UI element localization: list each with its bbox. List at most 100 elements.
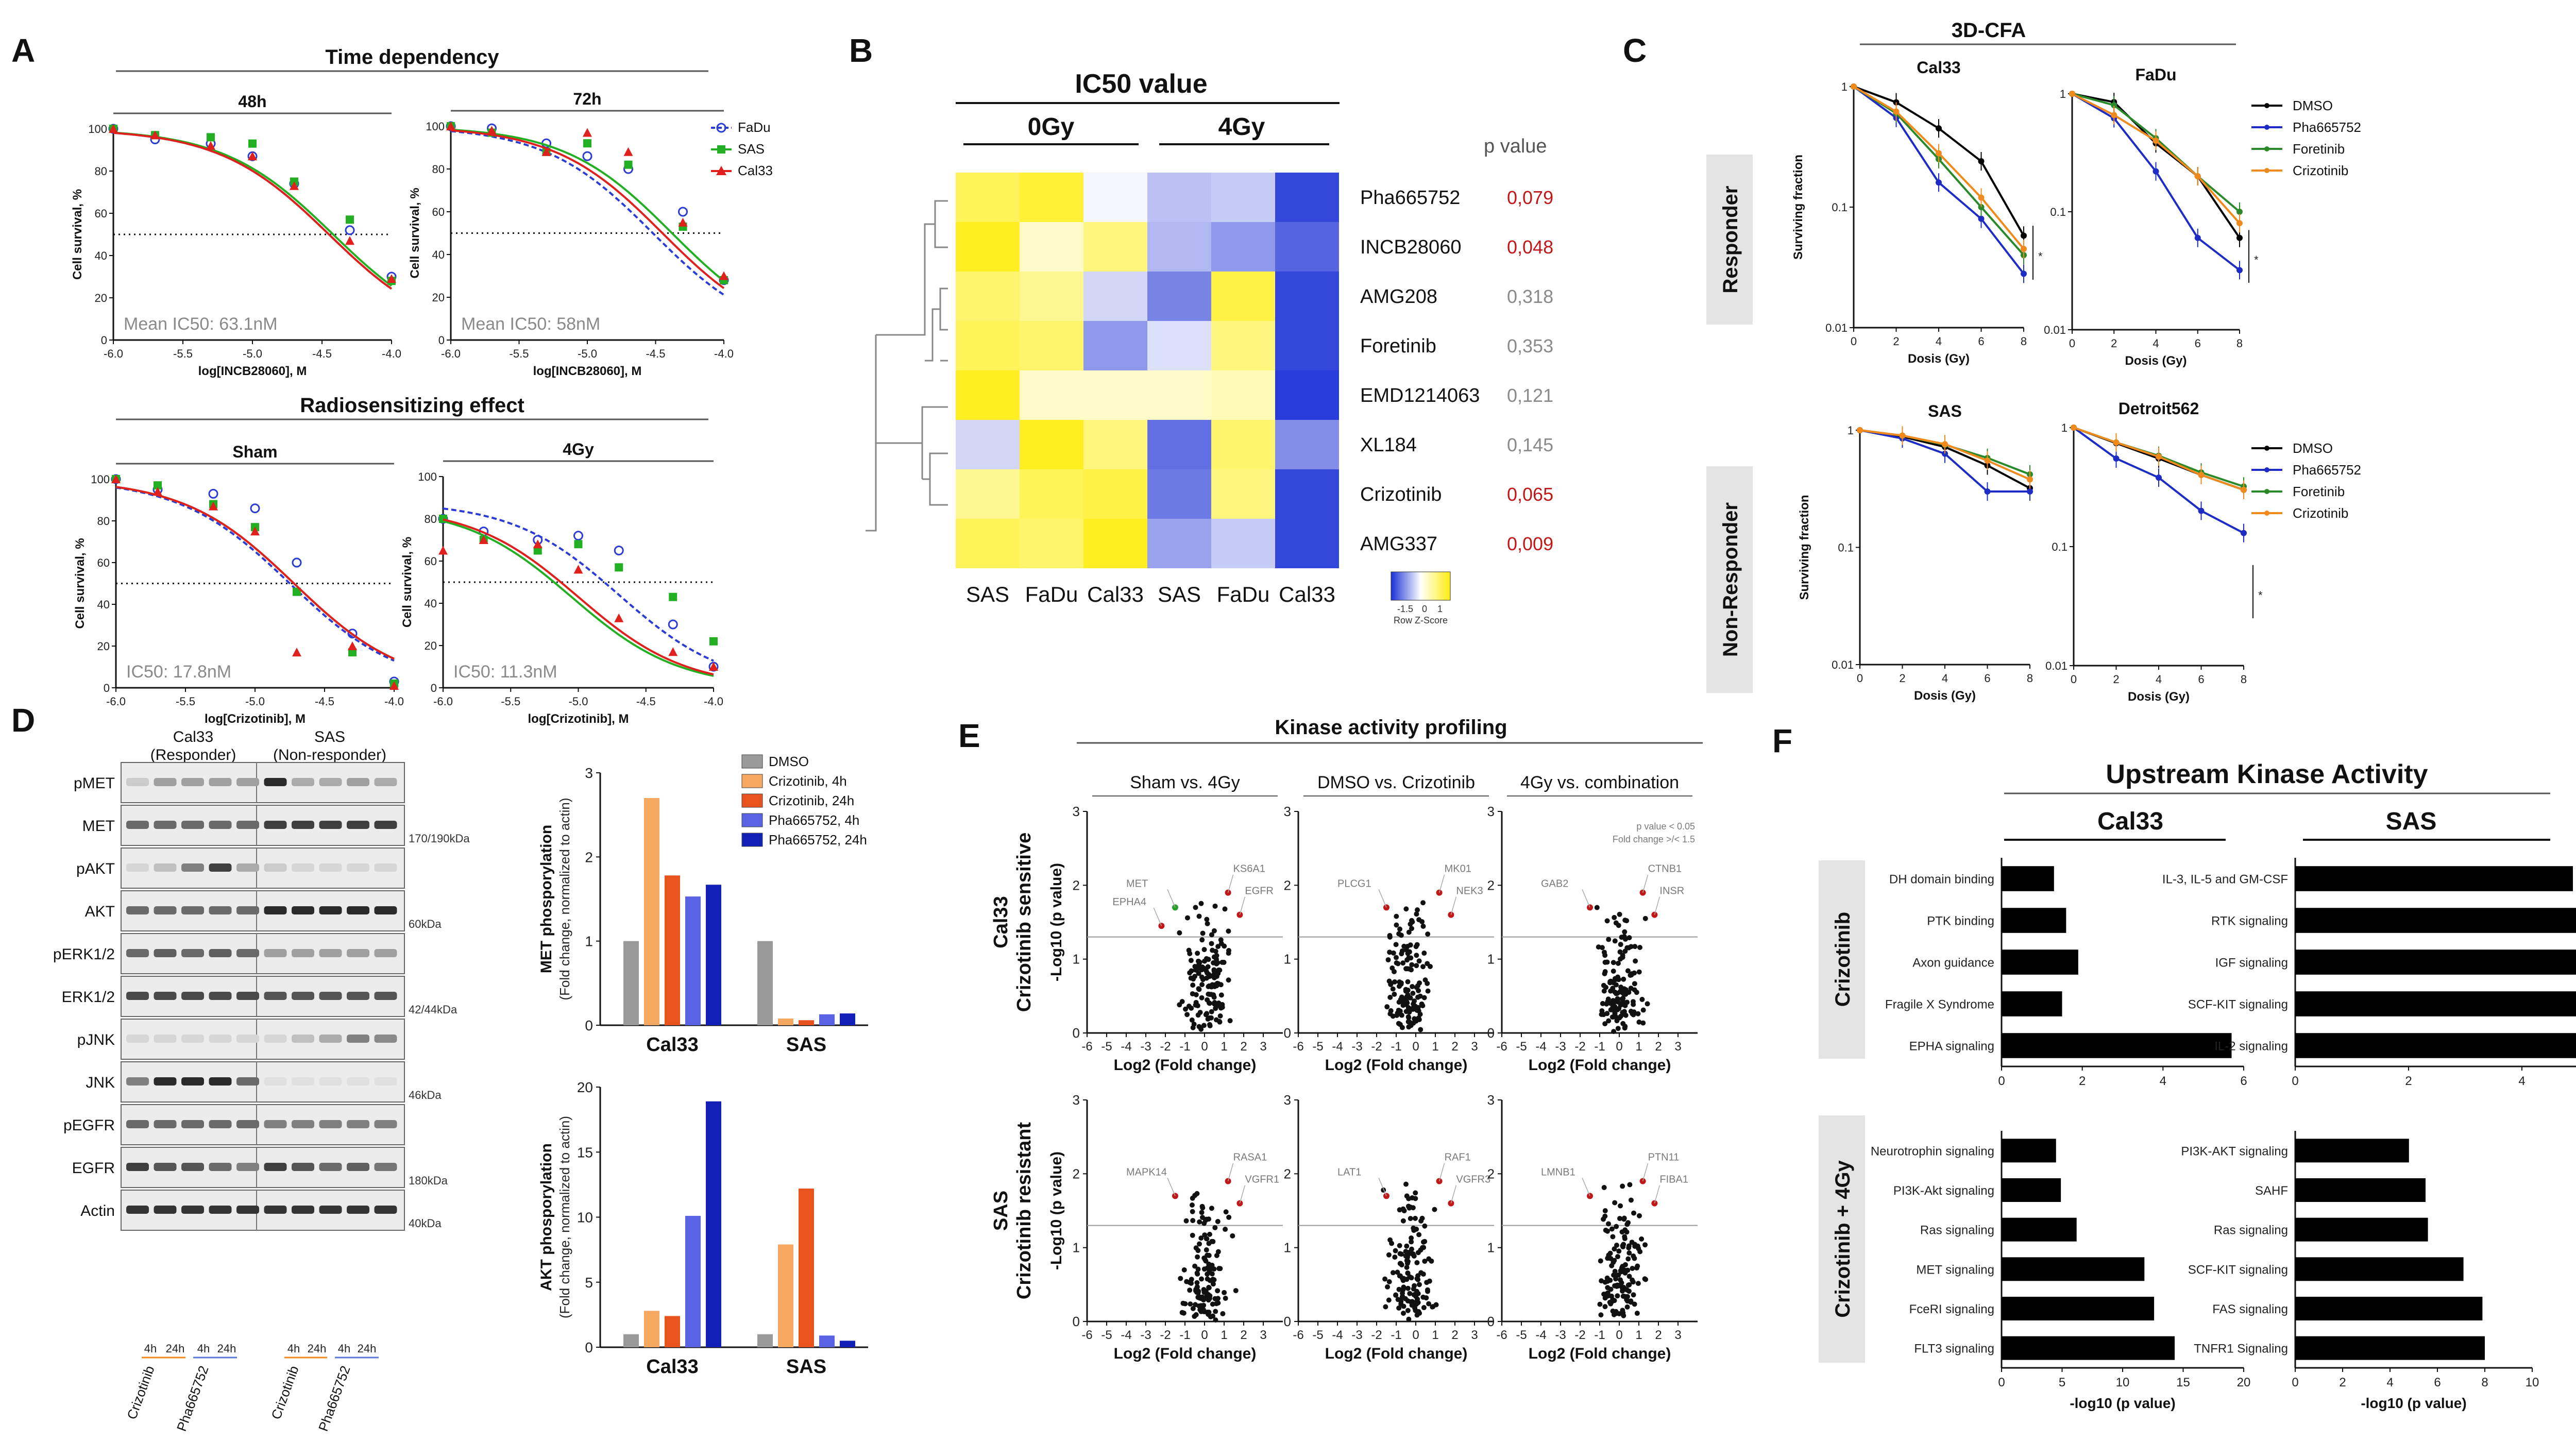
x-tick-label: 0 <box>1851 335 1857 348</box>
heatmap-cell <box>1275 469 1339 519</box>
x-tick-label: -2 <box>1371 1328 1382 1342</box>
volcano-point <box>1209 1009 1214 1014</box>
volcano-point <box>1621 1009 1627 1014</box>
panel-b: IC50 value 0Gy 4Gy p value Pha665752 0,07… <box>866 69 1553 625</box>
annotation-nek3: NEK3 <box>1456 886 1483 897</box>
subplot-title: 48h <box>238 92 266 111</box>
threshold-note-2: Fold change >/< 1.5 <box>1613 834 1695 844</box>
blot-band <box>374 821 397 829</box>
sas-point <box>346 215 354 224</box>
x-tick-label: 2 <box>1899 672 1905 685</box>
volcano-point <box>1190 1218 1196 1224</box>
bar-sas <box>819 1014 835 1025</box>
volcano-point <box>1197 1241 1202 1247</box>
y-tick-label: 1 <box>1284 952 1291 967</box>
volcano-point <box>1196 913 1202 919</box>
x-tick-label: 0 <box>2069 337 2075 350</box>
volcano-point <box>1632 944 1638 950</box>
volcano-point <box>1645 1001 1650 1007</box>
blot-band <box>319 1120 342 1128</box>
volcano-point <box>1622 1270 1628 1276</box>
blot-band <box>319 863 342 872</box>
volcano-point <box>1622 929 1628 935</box>
x-axis-label: log[INCB28060], M <box>533 364 642 378</box>
lane-treatment-label: Pha665752 <box>315 1364 353 1433</box>
volcano-point <box>1612 914 1617 920</box>
phospho-bar-chart-2: 0 5 10 15 20 AKT phosporylation (Fold change, … <box>538 1079 868 1378</box>
legend-cal33: Cal33 <box>738 163 773 178</box>
volcano-point <box>1198 901 1204 906</box>
volcano-point <box>1421 1305 1427 1311</box>
volcano-point <box>1201 1255 1207 1261</box>
volcano-point <box>1187 1287 1193 1293</box>
heatmap-cell <box>956 469 1020 519</box>
annotation-leader <box>1450 896 1457 915</box>
volcano-point <box>1206 991 1211 997</box>
volcano-point <box>1636 969 1642 975</box>
key-tick-3: 1 <box>1437 604 1443 614</box>
panel-f: Upstream Kinase Activity Cal33 SAS Crizo… <box>1819 759 2576 1411</box>
volcano-point <box>1425 961 1430 967</box>
annotation-leader <box>1582 889 1590 908</box>
volcano-point <box>1409 967 1414 973</box>
x-tick-label: -5.0 <box>578 347 597 360</box>
cal33-point <box>623 147 633 156</box>
blot-band <box>264 1035 287 1043</box>
x-tick-label: -5 <box>1312 1040 1323 1054</box>
volcano-point <box>1223 1227 1228 1232</box>
heatmap-cell <box>956 321 1020 370</box>
volcano-point <box>1215 1288 1221 1294</box>
x-tick-label: 0 <box>1616 1328 1622 1342</box>
x-tick-label: 6 <box>2195 337 2201 350</box>
group-0gy: 0Gy <box>1028 113 1075 141</box>
volcano-point <box>1394 1012 1400 1018</box>
y-tick-label: 0 <box>431 682 437 694</box>
cal33-point <box>719 271 728 280</box>
volcano-point <box>1622 918 1628 923</box>
volcano-point <box>1416 958 1422 964</box>
pathway-bar-chart-2: 0 2 4 6 IL-3, IL-5 and GM-CSF RTK signaling IG… <box>2162 858 2576 1088</box>
volcano-point <box>1212 999 1217 1005</box>
x-tick-label: -1 <box>1179 1040 1190 1054</box>
volcano-point <box>1422 1223 1428 1229</box>
y-tick-label: 0 <box>1073 1314 1080 1329</box>
blot-band <box>264 1077 287 1086</box>
blot-band <box>181 1163 204 1171</box>
volcano-point <box>1195 951 1200 956</box>
volcano-point <box>1215 981 1221 987</box>
legend-dmso: DMSO <box>2293 440 2333 456</box>
bar-sas <box>819 1335 835 1347</box>
bar-sas <box>840 1013 855 1025</box>
y-tick-label: 0 <box>585 1340 593 1355</box>
annotation-vgfr3: VGFR3 <box>1456 1174 1490 1185</box>
panel-letter-e: E <box>958 717 980 754</box>
volcano-point <box>1200 977 1206 982</box>
volcano-point <box>1618 942 1623 947</box>
volcano-point <box>1413 1294 1418 1299</box>
x-tick-label: -6.0 <box>441 347 461 360</box>
x-tick-label: -4.0 <box>704 695 723 708</box>
annotation-epha4: EPHA4 <box>1112 896 1146 908</box>
volcano-point <box>1599 945 1605 951</box>
heatmap-cell <box>1211 519 1275 568</box>
volcano-point <box>1210 1281 1216 1287</box>
legend-marker <box>2264 446 2269 451</box>
volcano-point <box>1206 1296 1211 1302</box>
blot-label: pERK1/2 <box>53 946 115 963</box>
volcano-point <box>1206 1312 1211 1317</box>
volcano-point <box>1205 964 1211 970</box>
lane-treatment-label: Crizotinib <box>124 1364 157 1421</box>
dose-response-plot-1: 48h 0 20 40 60 80 100 -6.0 -5.5 -5.0 -4.5 -4.0 log[I… <box>71 92 401 378</box>
y-tick-label: 20 <box>97 640 110 653</box>
x-tick-label: -3 <box>1140 1328 1151 1342</box>
volcano-point <box>1632 987 1637 993</box>
key-tick-1: -1.5 <box>1397 604 1413 614</box>
x-axis-label: Dosis (Gy) <box>1914 689 1976 703</box>
x-tick-label: -1 <box>1594 1328 1605 1342</box>
x-axis-label: Dosis (Gy) <box>2128 690 2190 704</box>
x-tick-label: -3 <box>1555 1040 1566 1054</box>
x-tick-label: -4.0 <box>714 347 734 360</box>
volcano-point <box>1214 1252 1219 1258</box>
